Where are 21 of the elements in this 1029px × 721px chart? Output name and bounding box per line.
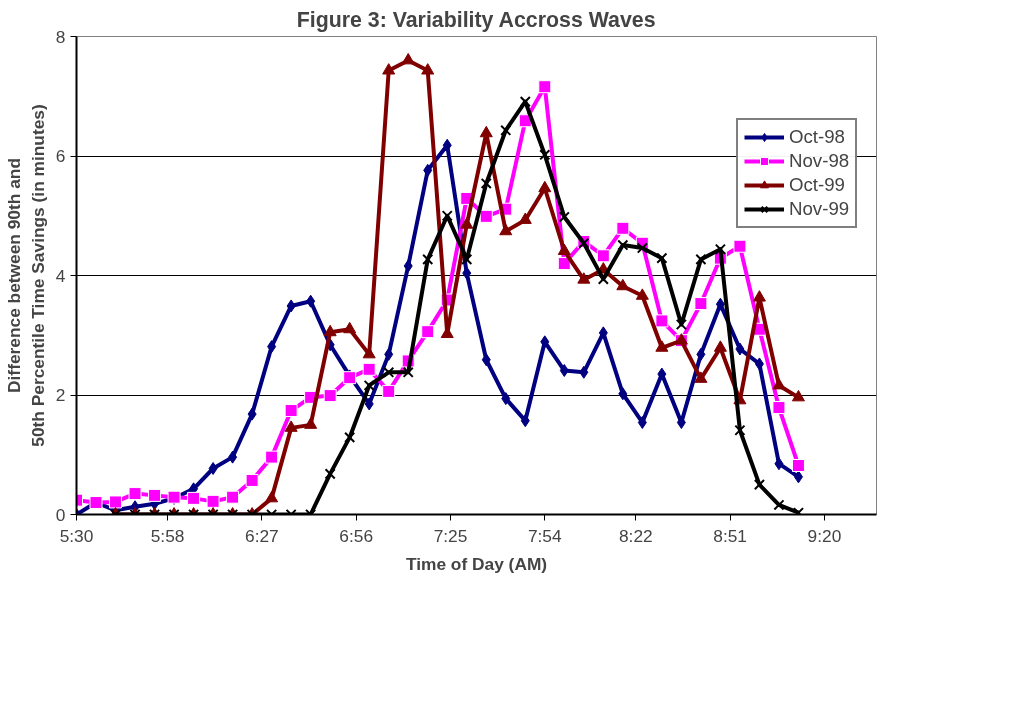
legend-label: Oct-99 bbox=[789, 174, 845, 196]
legend-label: Oct-98 bbox=[789, 126, 845, 148]
y-tick-label: 8 bbox=[55, 26, 66, 47]
x-tick-label: 8:51 bbox=[713, 525, 748, 546]
y-axis-title: Difference between 90th and 50th Percentile Time Savings (in minutes) bbox=[3, 104, 48, 447]
y-tick-label: 4 bbox=[55, 265, 66, 286]
x-tick-label: 9:20 bbox=[807, 525, 842, 546]
x-tick-label: 5:30 bbox=[59, 525, 94, 546]
y-tick-label: 6 bbox=[55, 146, 66, 166]
x-axis-title: Time of Day (AM) bbox=[405, 553, 548, 574]
y-tick-label: 2 bbox=[55, 385, 66, 405]
chart-title: Figure 3: Variability Accross Waves bbox=[296, 7, 656, 32]
x-tick-label: 5:58 bbox=[150, 525, 185, 546]
x-tick-label: 8:22 bbox=[618, 525, 653, 546]
x-tick-label: 7:54 bbox=[527, 525, 563, 546]
x-tick-label: 6:27 bbox=[245, 525, 279, 546]
legend-label: Nov-99 bbox=[789, 198, 850, 220]
x-tick-label: 7:25 bbox=[433, 525, 468, 546]
y-tick-label: 0 bbox=[55, 504, 66, 525]
x-tick-label: 6:56 bbox=[339, 525, 374, 546]
legend-label: Nov-98 bbox=[789, 150, 850, 172]
